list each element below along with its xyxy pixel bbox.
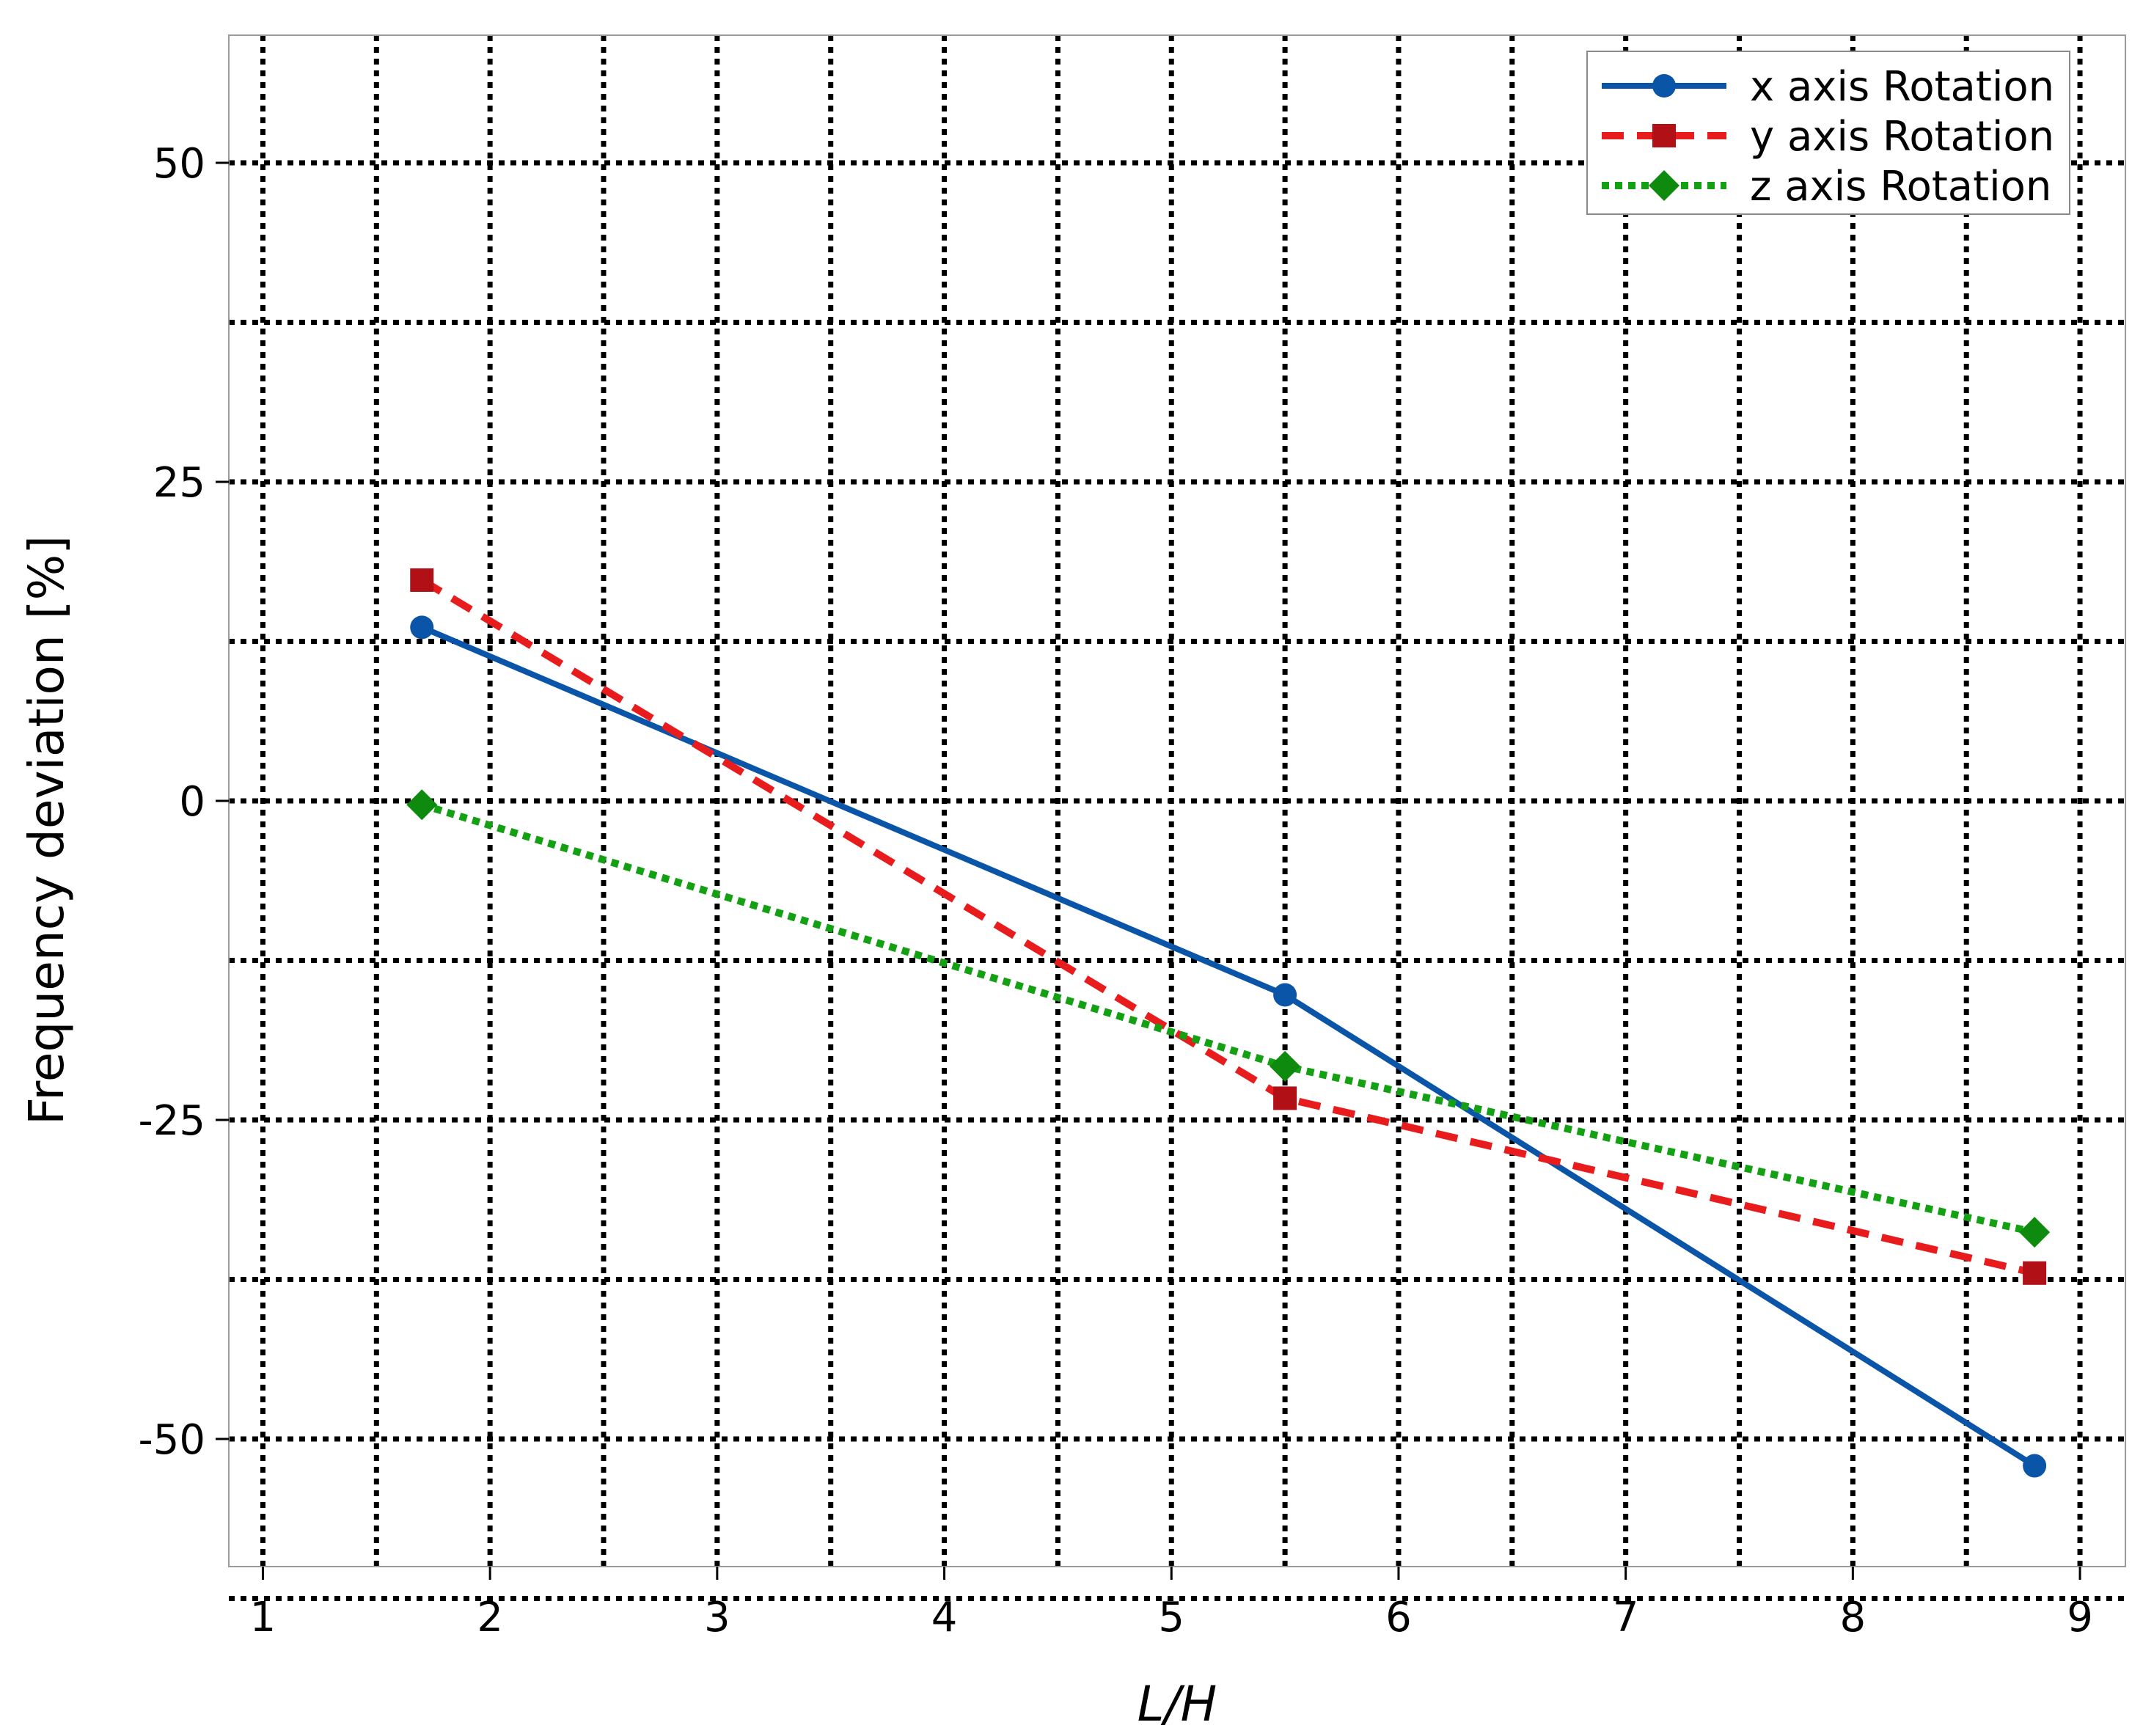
series-line [420, 576, 2036, 1277]
x-tick-label: 6 [1385, 1594, 1412, 1641]
x-tick-label: 2 [477, 1594, 503, 1641]
series-line [420, 624, 2037, 1468]
legend-label: z axis Rotation [1750, 163, 2051, 210]
x-tick-label: 8 [1840, 1594, 1867, 1641]
series-layer [406, 568, 2051, 1478]
y-tick-label: 50 [153, 140, 205, 188]
grid [229, 35, 2125, 1601]
x-tick-label: 5 [1158, 1594, 1184, 1641]
data-point [410, 568, 434, 592]
x-tick-label: 3 [704, 1594, 730, 1641]
data-point [2023, 1261, 2047, 1285]
series-3 [406, 789, 2051, 1248]
x-axis-title: L/H [1138, 1676, 1217, 1732]
legend-marker [1649, 170, 1679, 201]
x-tick-label: 7 [1613, 1594, 1639, 1641]
y-tick-label: -25 [139, 1097, 205, 1145]
data-point [410, 615, 434, 640]
data-point [2019, 1217, 2051, 1248]
axis-ticks: 1 2 3 4 5 6 7 8 9 50 25 0 -25 -50 [139, 140, 2093, 1641]
x-tick-label: 4 [931, 1594, 958, 1641]
series-line [420, 801, 2036, 1237]
y-tick-label: 25 [153, 459, 205, 507]
data-point [1273, 1086, 1297, 1110]
y-axis-title: Frequency deviation [%] [18, 535, 75, 1125]
legend-item-1: x axis Rotation [1602, 63, 2054, 111]
legend-label: y axis Rotation [1750, 113, 2054, 161]
legend-item-2: y axis Rotation [1602, 113, 2054, 161]
legend-label: x axis Rotation [1750, 63, 2054, 111]
y-tick-label: -50 [139, 1416, 205, 1464]
data-point [2023, 1454, 2047, 1478]
x-tick-label: 9 [2067, 1594, 2093, 1641]
data-point [406, 789, 438, 821]
legend-item-3: z axis Rotation [1602, 163, 2051, 210]
x-tick-label: 1 [250, 1594, 276, 1641]
legend-marker [1652, 74, 1676, 98]
legend-marker [1652, 124, 1676, 147]
y-tick-label: 0 [179, 778, 205, 826]
series-2 [410, 568, 2047, 1285]
series-1 [410, 615, 2047, 1478]
data-point [1273, 983, 1297, 1007]
data-point [1270, 1050, 1301, 1082]
